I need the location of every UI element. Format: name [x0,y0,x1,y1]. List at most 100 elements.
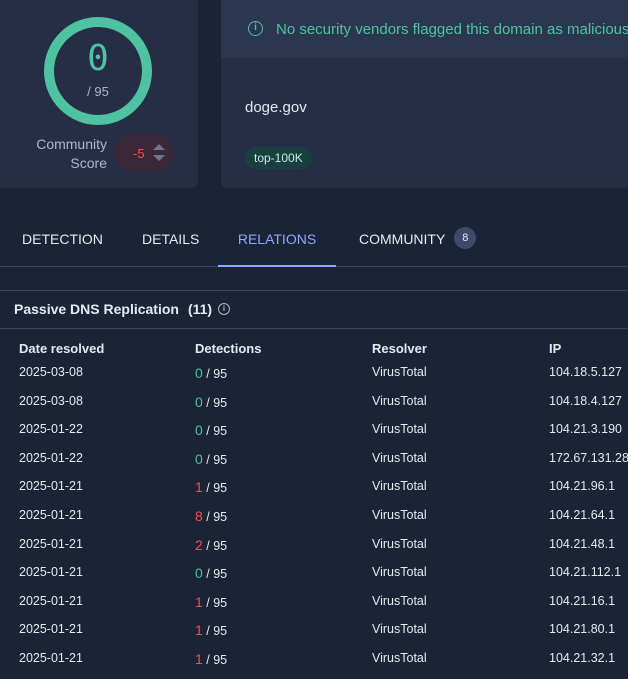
cell-detections: 1 / 95 [195,479,227,495]
table-row[interactable]: 2025-03-08 0 / 95 VirusTotal 104.18.5.127 [0,360,628,389]
detection-count: 8 [195,507,203,524]
cell-resolver: VirusTotal [372,365,427,379]
col-header-detections[interactable]: Detections [195,341,262,356]
cell-detections: 1 / 95 [195,651,227,667]
cell-detections: 2 / 95 [195,537,227,553]
tab-community[interactable]: COMMUNITY 8 [359,214,477,265]
cell-ip[interactable]: 104.21.32.1 [549,650,616,665]
table-row[interactable]: 2025-01-22 0 / 95 VirusTotal 172.67.131.28 [0,446,628,475]
score-ring: 0 / 95 [43,16,153,126]
cell-date: 2025-01-21 [19,593,83,608]
cell-ip[interactable]: 104.21.80.1 [549,622,616,637]
table-header: Date resolved Detections Resolver IP [0,340,628,360]
tab-details-label: DETAILS [142,231,200,247]
cell-date: 2025-03-08 [19,393,83,408]
section-divider [0,290,628,291]
cell-ip[interactable]: 104.21.64.1 [549,507,616,522]
cell-ip[interactable]: 104.18.4.127 [549,393,622,408]
cell-resolver: VirusTotal [372,650,427,665]
domain-tag[interactable]: top-100K [245,147,312,169]
tab-community-count-badge: 8 [454,227,477,250]
col-header-resolver[interactable]: Resolver [372,341,427,356]
cell-date: 2025-01-21 [19,536,83,551]
section-header-divider [0,328,628,329]
cell-ip[interactable]: 104.21.48.1 [549,536,616,551]
tab-community-label: COMMUNITY [359,231,446,247]
cell-detections: 0 / 95 [195,365,227,381]
detection-count: 1 [195,622,203,639]
cell-detections: 1 / 95 [195,594,227,610]
cell-date: 2025-01-22 [19,450,83,465]
domain-name: doge.gov [245,99,307,116]
detection-total: / 95 [206,567,228,582]
tab-details[interactable]: DETAILS [142,214,199,265]
detection-total: / 95 [206,595,228,610]
section-info-icon[interactable]: i [218,303,230,315]
detection-count: 0 [195,393,203,410]
table-body: 2025-03-08 0 / 95 VirusTotal 104.18.5.127 20… [0,360,628,675]
cell-resolver: VirusTotal [372,565,427,580]
cell-ip[interactable]: 172.67.131.28 [549,450,628,465]
community-score-value: -5 [133,146,145,161]
detection-total: / 95 [206,452,228,467]
detection-total: / 95 [206,481,228,496]
table-row[interactable]: 2025-03-08 0 / 95 VirusTotal 104.18.4.127 [0,389,628,418]
table-row[interactable]: 2025-01-21 1 / 95 VirusTotal 104.21.80.1 [0,617,628,646]
table-row[interactable]: 2025-01-21 8 / 95 VirusTotal 104.21.64.1 [0,503,628,532]
section-title: Passive DNS Replication (11) [14,301,212,317]
community-score-label: Community Score [20,135,107,173]
table-row[interactable]: 2025-01-21 2 / 95 VirusTotal 104.21.48.1 [0,532,628,561]
cell-date: 2025-01-21 [19,507,83,522]
cell-date: 2025-03-08 [19,365,83,379]
cell-resolver: VirusTotal [372,536,427,551]
detection-total: / 95 [206,509,228,524]
cell-detections: 8 / 95 [195,508,227,524]
passive-dns-table: Date resolved Detections Resolver IP 202… [0,340,628,675]
cell-ip[interactable]: 104.21.16.1 [549,593,616,608]
cell-resolver: VirusTotal [372,393,427,408]
detection-count: 0 [195,565,203,582]
cell-resolver: VirusTotal [372,622,427,637]
col-header-ip[interactable]: IP [549,341,562,356]
cell-resolver: VirusTotal [372,479,427,494]
cell-date: 2025-01-21 [19,622,83,637]
cell-detections: 0 / 95 [195,394,227,410]
cell-date: 2025-01-21 [19,565,83,580]
table-row[interactable]: 2025-01-22 0 / 95 VirusTotal 104.21.3.190 [0,417,628,446]
community-label-line2: Score [70,155,107,171]
detection-total: / 95 [206,395,228,410]
vote-up-icon[interactable] [153,144,165,150]
community-label-line1: Community [36,136,107,152]
domain-info-card: i No security vendors flagged this domai… [221,0,628,188]
tab-relations[interactable]: RELATIONS [218,214,336,267]
table-row[interactable]: 2025-01-21 1 / 95 VirusTotal 104.21.16.1 [0,589,628,618]
detection-count: 1 [195,650,203,667]
section-count: (11) [187,301,213,317]
cell-date: 2025-01-21 [19,650,83,665]
detection-total: / 95 [206,624,228,639]
vote-down-icon[interactable] [153,155,165,161]
table-row[interactable]: 2025-01-21 1 / 95 VirusTotal 104.21.96.1 [0,474,628,503]
tab-detection-label: DETECTION [22,231,103,247]
detection-score-card: 0 / 95 Community Score -5 [0,0,198,188]
cell-resolver: VirusTotal [372,593,427,608]
cell-ip[interactable]: 104.18.5.127 [549,365,622,379]
cell-date: 2025-01-21 [19,479,83,494]
cell-ip[interactable]: 104.21.112.1 [549,565,622,580]
cell-date: 2025-01-22 [19,422,83,437]
table-row[interactable]: 2025-01-21 0 / 95 VirusTotal 104.21.112.1 [0,560,628,589]
tab-detection[interactable]: DETECTION [22,214,103,265]
detection-total: / 95 [206,538,228,553]
cell-detections: 0 / 95 [195,565,227,581]
cell-ip[interactable]: 104.21.96.1 [549,479,616,494]
score-ring-graphic [44,17,152,125]
cell-resolver: VirusTotal [372,422,427,437]
detection-count: 0 [195,422,203,439]
cell-resolver: VirusTotal [372,450,427,465]
table-row[interactable]: 2025-01-21 1 / 95 VirusTotal 104.21.32.1 [0,646,628,675]
detection-total: / 95 [206,424,228,439]
col-header-date[interactable]: Date resolved [19,341,105,356]
cell-detections: 0 / 95 [195,422,227,438]
tab-bar: DETECTION DETAILS RELATIONS COMMUNITY 8 [0,214,628,267]
cell-ip[interactable]: 104.21.3.190 [549,422,622,437]
